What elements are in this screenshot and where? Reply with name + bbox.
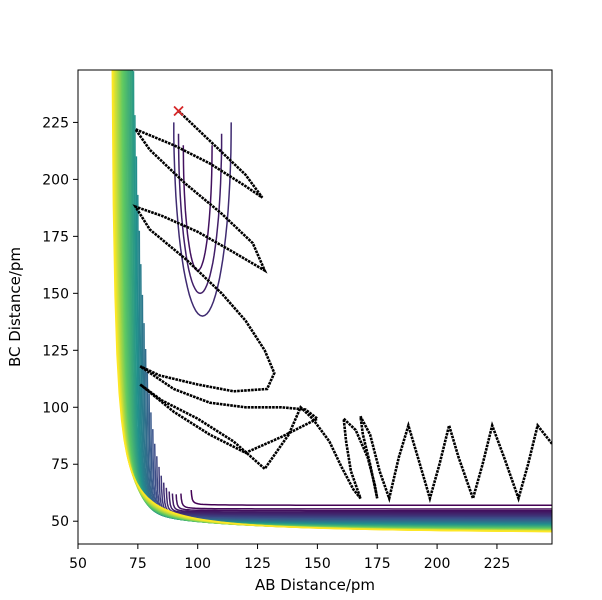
contour-line xyxy=(123,70,552,530)
contour-line xyxy=(114,70,552,532)
y-tick-label: 75 xyxy=(51,457,69,473)
y-tick-label: 225 xyxy=(42,115,69,131)
contour-line xyxy=(175,494,552,512)
x-tick-label: 175 xyxy=(364,556,391,572)
y-tick-label: 175 xyxy=(42,229,69,245)
contour-line xyxy=(111,70,552,533)
contour-line xyxy=(140,264,552,524)
contour-line xyxy=(141,294,552,524)
contour-line xyxy=(113,70,552,532)
contour-line xyxy=(144,348,552,523)
contour-line xyxy=(150,412,552,521)
trajectory xyxy=(131,110,552,504)
contour-line xyxy=(180,493,552,510)
contour-line xyxy=(177,133,223,295)
x-tick-label: 100 xyxy=(184,556,211,572)
y-tick-label: 150 xyxy=(42,286,69,302)
plot-frame xyxy=(77,69,553,545)
contour-line xyxy=(165,487,552,516)
x-tick-label: 225 xyxy=(484,556,511,572)
x-tick-label: 200 xyxy=(424,556,451,572)
contour-line xyxy=(143,323,552,523)
y-axis-label: BC Distance/pm xyxy=(6,247,24,367)
contour-line xyxy=(162,482,552,516)
y-tick-label: 50 xyxy=(51,514,69,530)
y-axis-ticks: 50 75 100 125 150 175 200 225 xyxy=(42,115,78,530)
contour-line xyxy=(135,156,552,526)
x-tick-label: 75 xyxy=(129,556,147,572)
x-tick-label: 50 xyxy=(69,556,87,572)
contour-line xyxy=(137,194,552,525)
contour-line xyxy=(171,493,552,513)
contour-line xyxy=(182,145,213,272)
contour-line xyxy=(153,443,552,520)
y-tick-label: 125 xyxy=(42,343,69,359)
x-tick-label: 150 xyxy=(304,556,331,572)
contour-line xyxy=(119,70,552,531)
start-marker-stroke xyxy=(173,105,184,117)
contour-line xyxy=(120,70,552,531)
contour-line xyxy=(138,230,552,525)
contour-line xyxy=(117,70,552,531)
y-tick-label: 200 xyxy=(42,172,69,188)
start-marker xyxy=(173,105,184,117)
contour-line xyxy=(168,491,552,514)
x-axis-ticks: 50 75 100 125 150 175 200 225 xyxy=(69,544,510,572)
x-axis-label: AB Distance/pm xyxy=(255,576,375,594)
contour-line xyxy=(112,70,552,533)
x-tick-label: 125 xyxy=(244,556,271,572)
contour-line xyxy=(118,70,552,531)
contour-line xyxy=(190,490,552,506)
trajectory-path xyxy=(131,110,552,504)
contour-line xyxy=(146,372,552,522)
y-tick-label: 100 xyxy=(42,400,69,416)
contour-line xyxy=(160,475,552,517)
potential-contours xyxy=(111,70,552,533)
